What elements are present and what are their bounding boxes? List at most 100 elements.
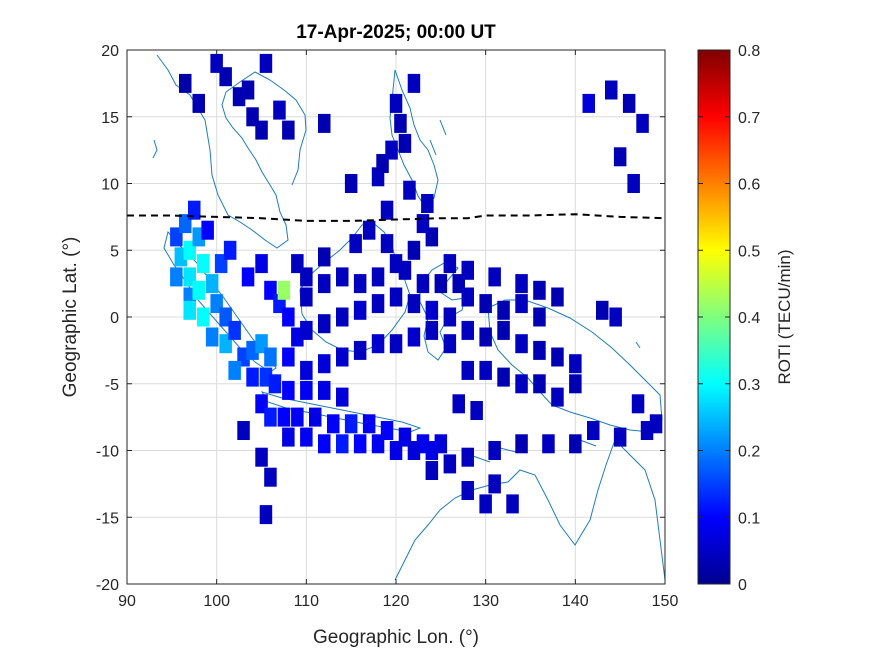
roti-cell: [425, 461, 439, 480]
roti-cell: [443, 334, 457, 354]
roti-cell: [205, 327, 219, 347]
roti-cell: [362, 414, 376, 434]
roti-cell: [353, 340, 367, 360]
roti-cell: [515, 374, 528, 394]
roti-cell: [488, 267, 501, 287]
roti-cell: [282, 347, 295, 367]
roti-cell: [318, 274, 331, 294]
y-tick-label: 10: [101, 177, 119, 194]
roti-cell: [300, 320, 313, 340]
roti-cell: [533, 280, 546, 300]
roti-cell: [291, 254, 304, 274]
plot-area: [126, 49, 666, 585]
roti-cell: [515, 434, 528, 454]
x-tick-labels: 90 100 110 120 130 140 150: [118, 593, 678, 610]
roti-cell: [318, 314, 331, 334]
roti-cell: [353, 434, 367, 454]
roti-cell: [282, 380, 295, 400]
roti-cell: [425, 320, 439, 340]
colorbar-tick-label: 0.2: [738, 444, 760, 461]
roti-cell: [398, 260, 412, 280]
roti-cell: [380, 234, 394, 254]
roti-cell: [344, 414, 358, 434]
roti-cell: [407, 73, 421, 93]
roti-cell: [421, 194, 434, 213]
roti-cell: [255, 120, 268, 140]
roti-cell: [385, 140, 398, 160]
roti-cell: [170, 267, 183, 287]
roti-cell: [371, 294, 385, 314]
roti-cell: [443, 307, 457, 327]
roti-cell: [407, 327, 421, 347]
roti-cell: [192, 280, 205, 300]
roti-cell: [497, 320, 510, 340]
roti-cell: [344, 174, 358, 193]
roti-cell: [223, 240, 237, 260]
magnetic-equator-line: [127, 213, 666, 222]
y-tick-label: 15: [101, 110, 119, 127]
x-axis-label: Geographic Lon. (°): [313, 627, 479, 648]
roti-cell: [613, 427, 627, 447]
colorbar: 0.8 0.7 0.6 0.5 0.4 0.3 0.2 0.1 0 ROTI (TECU/min…: [697, 43, 794, 594]
x-tick-label: 90: [118, 593, 136, 610]
roti-cell: [205, 274, 219, 294]
roti-cell: [551, 347, 564, 367]
roti-cell: [631, 394, 645, 414]
roti-cell: [452, 394, 465, 414]
y-tick-label: 5: [110, 243, 119, 260]
roti-cell: [533, 340, 546, 360]
colorbar-tick-label: 0.4: [738, 310, 760, 327]
roti-cell: [371, 267, 385, 287]
roti-cell: [533, 307, 546, 327]
roti-cell: [371, 434, 385, 454]
roti-cell: [569, 354, 582, 374]
roti-cell: [515, 274, 528, 294]
coastline-australia: [394, 439, 666, 581]
roti-cell: [246, 367, 259, 387]
roti-cell: [300, 360, 313, 380]
roti-cell: [309, 407, 322, 427]
roti-cell: [228, 360, 241, 380]
roti-cell: [349, 234, 362, 254]
roti-cell: [627, 174, 640, 193]
roti-cell: [488, 441, 501, 460]
y-tick-labels: 20 15 10 5 0 -5 -10 -15 -20: [96, 43, 119, 594]
colorbar-tick-label: 0.7: [738, 110, 760, 127]
roti-cell: [300, 427, 313, 447]
roti-cell: [425, 300, 439, 320]
roti-cell: [255, 447, 268, 467]
colorbar-scale: [697, 49, 731, 585]
roti-cell: [461, 481, 474, 500]
colorbar-tick-label: 0.5: [738, 243, 760, 260]
roti-cell: [479, 327, 492, 347]
roti-cell: [353, 300, 367, 320]
colorbar-tick-label: 0.1: [738, 510, 760, 527]
roti-cell: [188, 200, 201, 220]
roti-cell: [336, 347, 349, 367]
y-tick-label: 20: [101, 43, 119, 60]
y-tick-label: -5: [105, 377, 119, 394]
colorbar-tick-label: 0.8: [738, 43, 760, 60]
roti-cell: [479, 494, 492, 514]
roti-cell: [443, 454, 457, 474]
roti-cell: [380, 200, 394, 220]
coastline-small-islands: [152, 119, 641, 463]
roti-cell: [542, 434, 555, 454]
roti-cell: [353, 274, 367, 294]
roti-cell: [228, 320, 241, 340]
roti-cell: [389, 441, 403, 460]
roti-cell: [255, 254, 268, 274]
roti-cell: [179, 73, 192, 93]
roti-cell: [219, 67, 232, 87]
roti-cell: [587, 421, 600, 440]
roti-cell: [488, 474, 501, 494]
roti-cell: [300, 287, 313, 307]
roti-cell: [515, 294, 528, 314]
roti-cell: [551, 287, 564, 307]
roti-cell: [192, 93, 205, 113]
roti-cell: [497, 367, 510, 387]
roti-cell: [282, 307, 295, 327]
roti-cell: [183, 300, 196, 320]
roti-cell: [398, 133, 412, 153]
